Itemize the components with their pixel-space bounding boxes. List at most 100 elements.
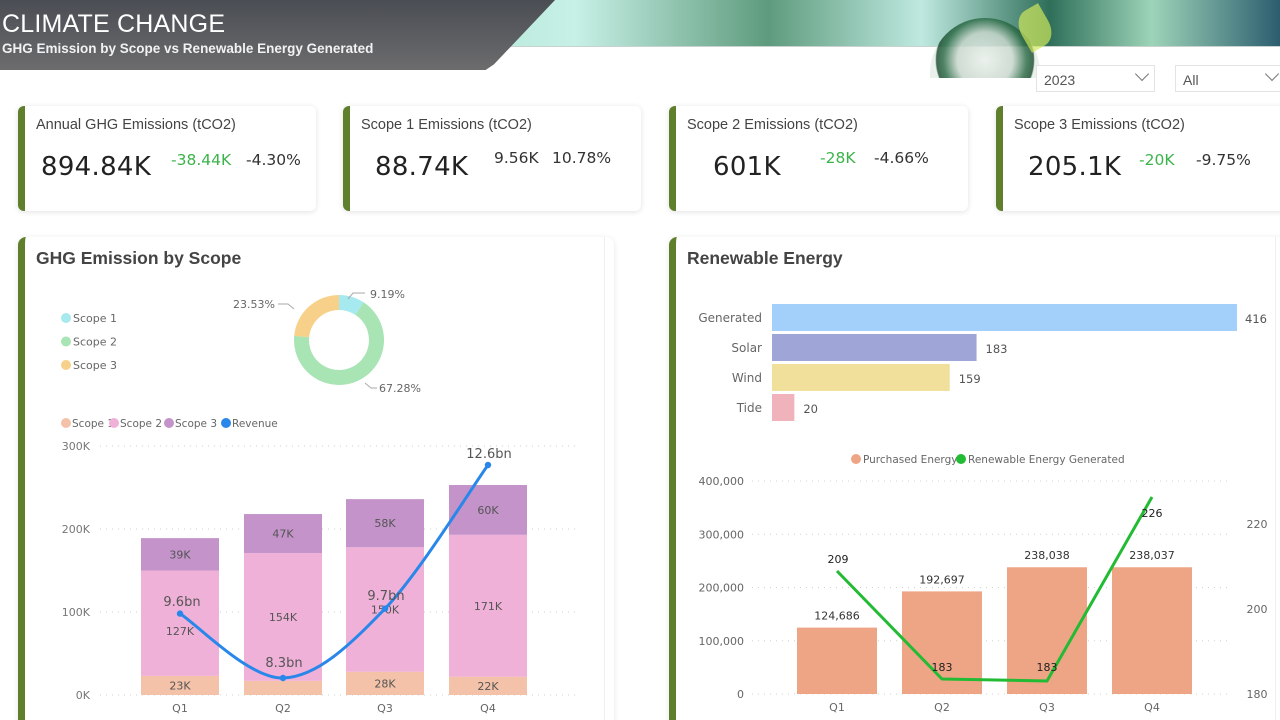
kpi-value: 88.74K — [375, 152, 469, 182]
year-filter-value: 2023 — [1044, 72, 1076, 88]
bar-segment-scope-1 — [244, 680, 322, 695]
bar-purchased-energy — [1007, 567, 1087, 694]
x-axis-tick: Q1 — [172, 702, 188, 715]
revenue-data-label: 9.6bn — [163, 595, 200, 610]
bar-segment-scope-1 — [346, 671, 424, 695]
kpi-label: Annual GHG Emissions (tCO2) — [36, 117, 236, 133]
bar-segment-scope-2 — [449, 534, 527, 677]
donut-label: 9.19% — [370, 288, 405, 301]
bar-data-label: 238,038 — [1024, 549, 1070, 562]
revenue-point — [484, 461, 492, 469]
ghg-emission-panel: GHG Emission by Scope Scope 1 Scope 2 Scop… — [18, 237, 614, 720]
y2-axis-tick: 220 — [1247, 518, 1268, 531]
bar-data-label: 154K — [269, 611, 298, 624]
legend-marker-revenue — [221, 418, 231, 428]
bar-purchased-energy — [1112, 567, 1192, 694]
page-subtitle: GHG Emission by Scope vs Renewable Energ… — [2, 41, 374, 56]
hbar-generated — [772, 304, 1237, 331]
kpi-value: 601K — [713, 152, 781, 182]
legend-label: Renewable Energy Generated — [968, 454, 1125, 466]
y-axis-tick: 100K — [62, 606, 91, 619]
bar-segment-scope-3 — [346, 499, 424, 548]
leader-line — [364, 382, 377, 389]
bar-segment-scope-3 — [244, 514, 322, 554]
legend-marker-purchased-energy — [851, 454, 861, 464]
bar-data-label: 238,037 — [1129, 549, 1175, 562]
chevron-down-icon — [1264, 66, 1280, 82]
legend-marker-scope-3 — [61, 360, 71, 370]
bar-data-label: 39K — [169, 548, 191, 561]
legend-label: Scope 3 — [73, 359, 117, 372]
renewable-energy-panel: Renewable Energy Generated 416 Solar 183 Win… — [669, 237, 1280, 720]
kpi-card-scope1: Scope 1 Emissions (tCO2) 88.74K 9.56K 10… — [343, 106, 641, 211]
legend-marker-scope-1 — [61, 418, 71, 428]
kpi-value: 894.84K — [41, 152, 152, 182]
hbar-category-label: Solar — [731, 341, 762, 355]
hbar-category-label: Generated — [698, 311, 762, 325]
line-data-label: 183 — [932, 661, 953, 674]
kpi-card-annual-ghg: Annual GHG Emissions (tCO2) 894.84K -38.… — [18, 106, 316, 211]
y-axis-tick: 300,000 — [699, 528, 745, 541]
legend-label: Scope 2 — [120, 418, 162, 430]
y-axis-tick: 200K — [62, 523, 91, 536]
revenue-line — [179, 464, 490, 680]
y2-axis-tick: 180 — [1247, 688, 1268, 701]
line-data-label: 183 — [1037, 661, 1058, 674]
revenue-point — [279, 674, 287, 682]
hbar-category-label: Tide — [736, 401, 762, 415]
hbar-tide — [772, 394, 795, 421]
bar-data-label: 60K — [477, 504, 499, 517]
x-axis-tick: Q3 — [377, 702, 393, 715]
legend-label: Scope 3 — [175, 418, 217, 430]
bar-purchased-energy — [797, 627, 877, 694]
bar-segment-scope-2 — [141, 570, 219, 676]
legend-marker-renewable-energy-generated — [956, 454, 966, 464]
kpi-label: Scope 2 Emissions (tCO2) — [687, 117, 858, 133]
y-axis-tick: 200,000 — [699, 582, 745, 595]
revenue-point — [176, 610, 184, 617]
hbar-value-label: 159 — [959, 372, 981, 386]
page-title: CLIMATE CHANGE — [2, 10, 226, 38]
bar-data-label: 23K — [169, 679, 191, 692]
kpi-delta: 9.56K — [494, 149, 539, 167]
line-data-label: 209 — [828, 553, 849, 566]
bar-data-label: 47K — [272, 528, 294, 541]
hbar-category-label: Wind — [732, 371, 762, 385]
bar-data-label: 171K — [474, 600, 503, 613]
y-axis-tick: 0K — [76, 689, 91, 702]
hbar-value-label: 416 — [1245, 312, 1267, 326]
x-axis-tick: Q4 — [1144, 701, 1160, 714]
x-axis-tick: Q2 — [275, 702, 291, 715]
hbar-value-label: 183 — [986, 342, 1008, 356]
y-axis-tick: 300K — [62, 440, 91, 453]
kpi-percent: -9.75% — [1196, 151, 1251, 169]
title-block: CLIMATE CHANGE GHG Emission by Scope vs … — [0, 0, 555, 70]
bar-data-label: 124,686 — [814, 610, 860, 623]
bar-data-label: 192,697 — [919, 573, 965, 586]
bar-data-label: 58K — [374, 517, 396, 530]
panel-title: Renewable Energy — [687, 248, 843, 268]
line-data-label: 226 — [1142, 507, 1163, 520]
donut-label: 23.53% — [233, 298, 275, 311]
legend-label: Scope 1 — [73, 312, 117, 325]
kpi-percent: -4.66% — [874, 149, 929, 167]
legend-label: Revenue — [232, 418, 278, 430]
revenue-data-label: 8.3bn — [265, 656, 302, 671]
x-axis-tick: Q2 — [934, 701, 950, 714]
bar-segment-scope-2 — [244, 553, 322, 681]
kpi-percent: 10.78% — [552, 149, 612, 167]
y-axis-tick: 0 — [737, 688, 744, 701]
kpi-label: Scope 1 Emissions (tCO2) — [361, 117, 532, 133]
leader-line — [347, 292, 365, 300]
kpi-percent: -4.30% — [246, 151, 301, 169]
panel-title: GHG Emission by Scope — [36, 248, 242, 268]
year-filter-dropdown[interactable]: 2023 — [1036, 65, 1155, 92]
donut-slice-scope-3 — [294, 295, 339, 338]
scope-filter-dropdown[interactable]: All — [1175, 65, 1280, 92]
divider — [604, 237, 605, 720]
bar-segment-scope-1 — [449, 676, 527, 695]
legend-marker-scope-3 — [164, 418, 174, 428]
renewable-energy-line — [835, 496, 1154, 683]
kpi-delta: -38.44K — [171, 151, 232, 169]
